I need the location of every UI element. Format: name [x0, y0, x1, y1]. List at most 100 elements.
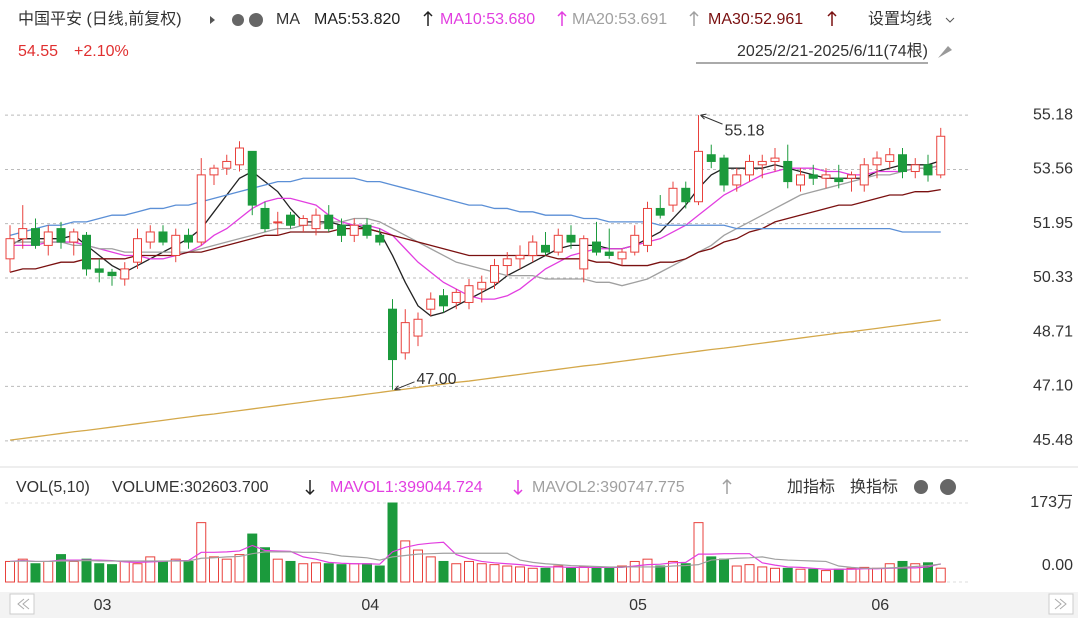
volume-bar — [362, 563, 372, 583]
dropdown-icon — [945, 17, 955, 23]
x-tick-label: 03 — [94, 597, 112, 614]
volume-bar — [923, 562, 933, 583]
candle-body — [566, 234, 576, 243]
settings-icon[interactable] — [914, 480, 928, 494]
candle-body — [298, 218, 308, 226]
candle-body — [400, 322, 410, 354]
candle-body — [311, 214, 321, 230]
expand-icon[interactable] — [210, 16, 215, 24]
settings-icon[interactable] — [232, 14, 244, 26]
arrow-icon — [722, 478, 732, 494]
volume-bar — [553, 565, 564, 583]
candle-body — [885, 154, 895, 162]
candle-body — [273, 221, 283, 224]
candle-body — [872, 157, 882, 166]
candle-body — [898, 154, 907, 173]
ma5-legend: MA5:53.820 — [314, 11, 400, 28]
close-icon[interactable] — [940, 479, 956, 495]
scroll-right-icon — [1054, 598, 1067, 610]
candle-body — [745, 160, 754, 176]
volume-bar — [859, 566, 870, 583]
candle-body — [235, 147, 244, 166]
arrow-icon — [557, 10, 567, 26]
volume-bar — [81, 558, 92, 583]
candle-body — [732, 174, 742, 186]
volume-bar — [935, 567, 946, 583]
arrow-icon — [305, 480, 315, 496]
candle-body — [694, 150, 703, 203]
volume-bar — [119, 560, 130, 583]
volume-bar — [158, 560, 168, 583]
candle-body — [196, 174, 206, 243]
candle-body — [107, 271, 117, 277]
volume-bar — [527, 567, 538, 583]
candle-body — [439, 295, 448, 307]
candle-body — [426, 298, 436, 310]
candle-body — [388, 308, 397, 361]
ma-line — [9, 177, 941, 236]
volume-bar — [400, 540, 411, 583]
candle-body — [834, 177, 844, 183]
add-indicator-button[interactable]: 加指标 — [787, 478, 835, 496]
candle-body — [247, 150, 257, 206]
candle-body — [184, 234, 193, 243]
y-tick-label: 45.48 — [1033, 432, 1073, 449]
volume-bar — [311, 562, 321, 583]
candle-body — [706, 154, 716, 162]
volume-bar — [782, 567, 793, 583]
candle-body — [337, 224, 346, 236]
candle-body — [502, 258, 512, 267]
candle-body — [528, 241, 538, 256]
volume-bar — [145, 556, 156, 583]
volume-bar — [221, 558, 232, 583]
candle-body — [923, 164, 933, 176]
volume-bar — [323, 563, 334, 583]
candle-body — [69, 231, 79, 243]
candle-body — [209, 167, 219, 176]
date-range[interactable]: 2025/2/21-2025/6/11(74根) — [737, 42, 928, 60]
volume-bar — [706, 556, 717, 583]
candle-body — [43, 231, 53, 246]
candle-body — [681, 187, 691, 203]
volume-bar — [668, 560, 678, 583]
volume-bar — [757, 566, 768, 583]
min-label: 47.00 — [417, 371, 457, 388]
close-icon[interactable] — [249, 13, 263, 27]
volume-bar — [872, 567, 882, 583]
volume-bar — [770, 567, 780, 583]
volume-bar — [17, 558, 28, 583]
candle-body — [260, 207, 270, 230]
arrow-icon — [827, 10, 837, 26]
volume-bar — [183, 560, 194, 583]
volume-bar — [43, 560, 54, 583]
candle-body — [413, 318, 423, 337]
ma-settings-button[interactable]: 设置均线 — [868, 10, 932, 28]
volume-bar — [387, 502, 398, 583]
candle-body — [5, 238, 15, 260]
candle-body — [592, 241, 601, 253]
volume-bar — [642, 558, 653, 583]
volume-bar — [744, 564, 755, 583]
arrow-icon — [423, 10, 433, 26]
volume-bar — [56, 554, 66, 583]
volume-bar — [566, 567, 576, 583]
volume-bar — [464, 560, 474, 583]
volume-bar — [107, 564, 117, 583]
candle-body — [821, 174, 831, 179]
candle-body — [451, 291, 461, 303]
scroll-left-button[interactable] — [9, 593, 35, 615]
y-tick-label: 51.95 — [1033, 215, 1073, 232]
volume-bar — [502, 565, 513, 583]
candle-body — [808, 174, 818, 179]
candle-body — [553, 234, 563, 253]
candle-body — [719, 157, 729, 186]
volume-ma-line — [9, 551, 941, 569]
volume-bar — [234, 554, 245, 583]
candle-body — [847, 174, 856, 179]
pin-icon[interactable] — [938, 46, 952, 58]
volume-bar — [260, 547, 270, 583]
candle-body — [145, 231, 155, 243]
candle-body — [82, 234, 91, 270]
switch-indicator-button[interactable]: 换指标 — [850, 478, 898, 496]
